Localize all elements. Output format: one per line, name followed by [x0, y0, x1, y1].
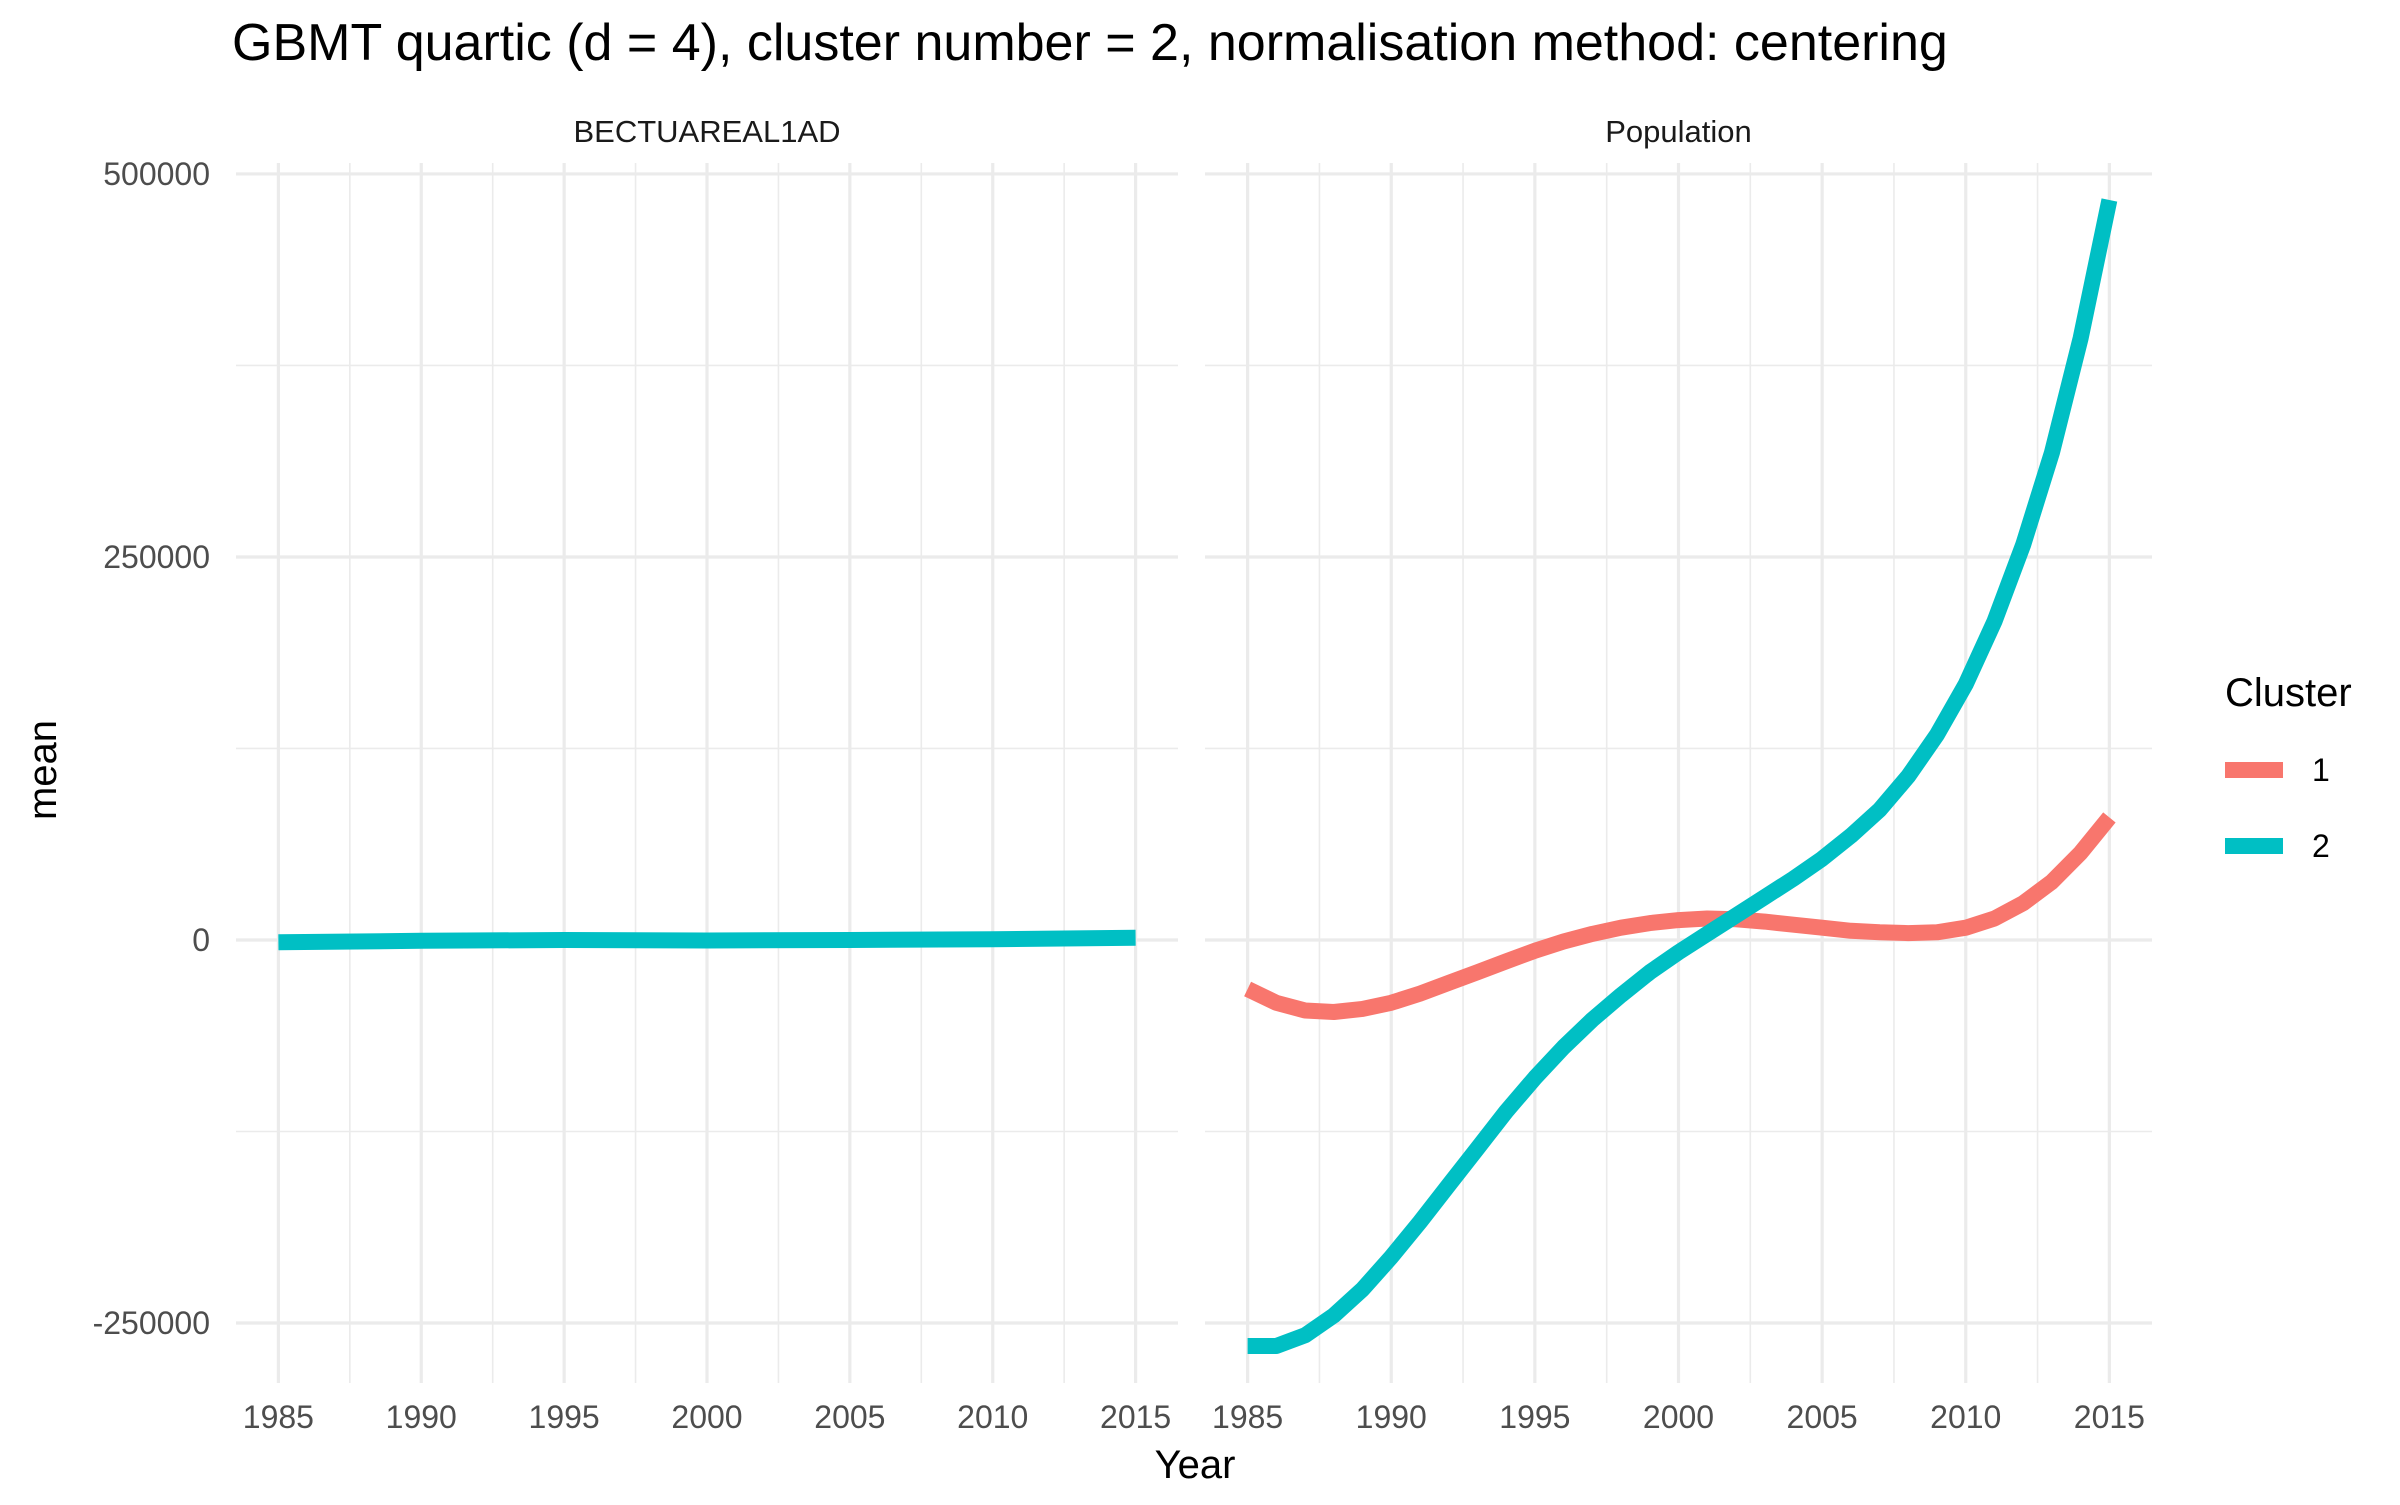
- panel-1: Population 1985 1990 1995 2000 2005 2010 2015: [1205, 114, 2152, 1435]
- x-tick-label: 1995: [529, 1399, 600, 1435]
- legend-items: 12: [2225, 752, 2330, 864]
- x-axis-title: Year: [1155, 1443, 1236, 1487]
- x-tick-label: 2015: [1100, 1399, 1171, 1435]
- series-line-cluster-2: [278, 929, 1136, 951]
- y-tick-label: 500000: [103, 156, 210, 192]
- panel-0: BECTUAREAL1AD 1985 1990 1995 2000 2005 2010 201…: [93, 114, 1178, 1435]
- x-tick-label: 2000: [1643, 1399, 1714, 1435]
- x-tick-label: 2015: [2074, 1399, 2145, 1435]
- x-tick-label: 1995: [1499, 1399, 1570, 1435]
- y-tick-label: -250000: [93, 1305, 210, 1341]
- y-tick-label: 0: [192, 922, 210, 958]
- x-tick-label: 1985: [1212, 1399, 1283, 1435]
- panel-label: BECTUAREAL1AD: [573, 114, 840, 149]
- x-tick-label: 1990: [386, 1399, 457, 1435]
- y-axis-title: mean: [21, 720, 65, 820]
- legend-label-cluster-1: 1: [2312, 752, 2330, 788]
- x-tick-label: 1985: [243, 1399, 314, 1435]
- y-tick-label: 250000: [103, 539, 210, 575]
- x-tick-label: 2010: [957, 1399, 1028, 1435]
- chart-title: GBMT quartic (d = 4), cluster number = 2…: [232, 14, 1948, 72]
- legend-label-cluster-2: 2: [2312, 828, 2330, 864]
- x-tick-label: 2000: [671, 1399, 742, 1435]
- series-line-cluster-1: [1244, 812, 2116, 1020]
- x-tick-label: 2010: [1930, 1399, 2001, 1435]
- legend-title: Cluster: [2225, 671, 2352, 715]
- x-tick-label: 2005: [1787, 1399, 1858, 1435]
- legend: Cluster 12: [2225, 671, 2352, 864]
- panel-label: Population: [1605, 114, 1752, 149]
- x-tick-label: 1990: [1356, 1399, 1427, 1435]
- x-tick-label: 2005: [814, 1399, 885, 1435]
- series-line-cluster-2: [1247, 198, 2118, 1354]
- panels-layer: BECTUAREAL1AD 1985 1990 1995 2000 2005 2010 201…: [93, 114, 2152, 1435]
